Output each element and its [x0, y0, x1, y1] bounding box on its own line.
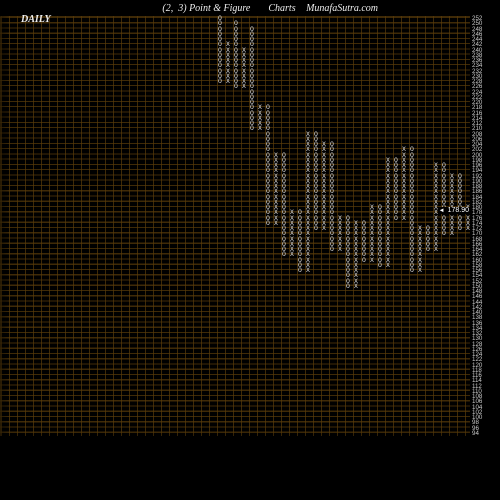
period: DAILY — [21, 14, 51, 25]
fade-bottom — [0, 430, 500, 500]
pnf-x-column: XXXXXXXXXXXXXXXXXXXXXXXXXXX — [304, 132, 312, 274]
last-price-marker: 178.90 — [438, 207, 470, 214]
pnf-o-column: OOOOOOOOOOOO — [392, 158, 400, 221]
pnf-x-column: XXXXXXXXXXXXXXXXX — [320, 142, 328, 231]
pnf-o-column: OOOOOOOOOOOO — [376, 205, 384, 268]
chart-header: BSE 544058 DAILY (2, 3) Point & Figure C… — [0, 0, 500, 16]
pnf-x-column: XXXXXXXXX — [288, 210, 296, 257]
last-price-value: 178.90 — [448, 207, 469, 214]
charts-label: Charts — [268, 3, 295, 14]
pnf-x-column: XXXXXXXX — [224, 42, 232, 84]
pnf-x-column: XXXXXXX — [336, 216, 344, 253]
pnf-x-column: XXXXXXXXXXX — [368, 205, 376, 263]
pnf-o-column: OOOOO — [424, 226, 432, 252]
pnf-x-column: XXXXXXXXXXXXXXXXXXXXX — [384, 158, 392, 268]
pnf-o-column: OOOOOOOOOOOOOOOOOOOO — [248, 27, 256, 132]
pnf-o-column: OOOOOOOOOOOOOOOOOOOO — [280, 153, 288, 258]
pnf-x-column: XXXXXXXXXXXXXX — [400, 147, 408, 221]
y-axis-labels: 2522502482462442422402382362342322302282… — [472, 16, 498, 436]
pnf-o-column: OOOOOOOOOOOO — [296, 210, 304, 273]
pnf-o-column: OOOOOOOOOOO — [456, 174, 464, 232]
pnf-o-column: OOOOOOOOOOOOO — [216, 16, 224, 84]
pnf-o-column: OOOOOOOOOOOOOO — [440, 163, 448, 237]
pnf-x-column: XXXXXXXX — [240, 48, 248, 90]
pnf-o-column: OOOOOOOOOOOOOOOOOOOOOOO — [264, 105, 272, 226]
pnf-o-column: OOOOOOOOOOOOOOOOOOO — [312, 132, 320, 232]
pnf-o-column: OOOOOOOOOOOOO — [232, 21, 240, 89]
pnf-columns: OOOOOOOOOOOOOXXXXXXXXOOOOOOOOOOOOOXXXXXX… — [0, 16, 470, 436]
pnf-x-column: XXXXXXXXXXXXX — [352, 221, 360, 289]
source-label: MunafaSutra.com — [306, 3, 378, 14]
pnf-o-column: OOOOOOOOOOOOOOOOOOOOO — [328, 142, 336, 252]
symbol-label: BSE 544058 DAILY — [6, 0, 72, 36]
pnf-x-column: XXXXXXXXX — [416, 226, 424, 273]
pnf-x-column: XXXXX — [256, 105, 264, 131]
params-label: (2, 3) Point & Figure — [162, 3, 250, 14]
pnf-o-column: OOOOOOOOOOOOOO — [344, 216, 352, 290]
pnf-o-column: OOOOOOOO — [360, 221, 368, 263]
pnf-o-column: OOOOOOOOOOOOOOOOOOOOOOOO — [408, 147, 416, 273]
y-tick: 94 — [472, 431, 498, 436]
symbol: BSE 544058 — [21, 0, 72, 3]
pnf-x-column: XXXXXXXXXXXX — [448, 174, 456, 237]
pnf-x-column: XXXXXXXXXXXXXX — [272, 153, 280, 227]
pnf-chart-container: BSE 544058 DAILY (2, 3) Point & Figure C… — [0, 0, 500, 500]
